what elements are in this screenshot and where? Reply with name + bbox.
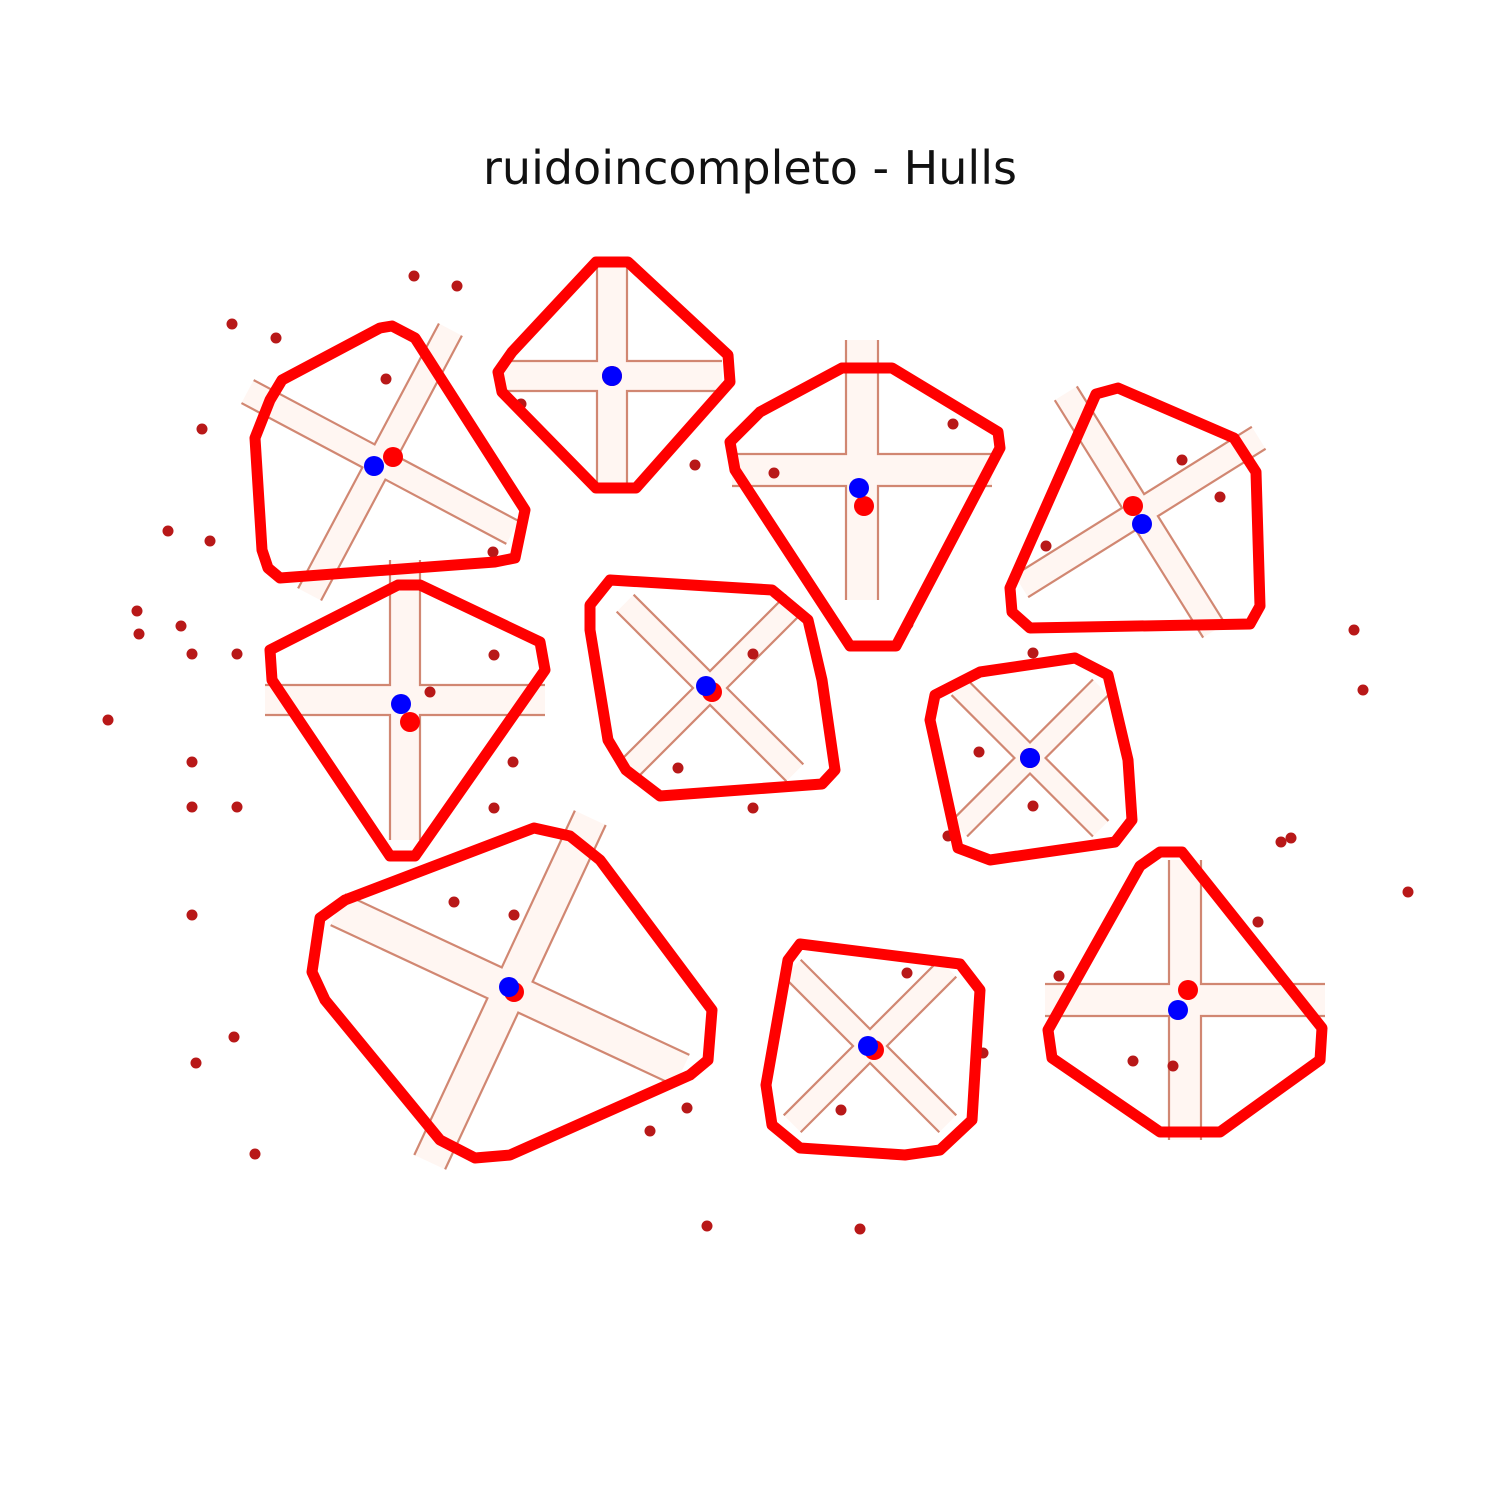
noise-point xyxy=(175,620,187,632)
noise-point xyxy=(1027,800,1039,812)
noise-point xyxy=(507,756,519,768)
noise-point xyxy=(1275,836,1287,848)
cross-shapes xyxy=(240,266,1325,1170)
noise-point xyxy=(102,714,114,726)
cross-7-hull xyxy=(924,652,1138,866)
noise-point xyxy=(186,801,198,813)
noise-point xyxy=(681,1102,693,1114)
noise-point xyxy=(901,967,913,979)
cross-3-centroid-blue xyxy=(849,478,869,498)
cross-4-centroid-red xyxy=(1123,496,1143,516)
noise-point xyxy=(196,423,208,435)
cross-1-hull xyxy=(249,320,531,584)
noise-point xyxy=(1027,647,1039,659)
noise-point xyxy=(854,1223,866,1235)
noise-point xyxy=(231,801,243,813)
cross-10-hull xyxy=(1042,846,1328,1138)
centroids xyxy=(364,366,1198,1060)
cross-9-centroid-blue xyxy=(858,1036,878,1056)
noise-point xyxy=(488,649,500,661)
noise-point xyxy=(947,418,959,430)
cross-10-centroid-blue xyxy=(1168,1000,1188,1020)
noise-point xyxy=(162,525,174,537)
noise-point xyxy=(1252,916,1264,928)
noise-point xyxy=(747,802,759,814)
noise-point xyxy=(190,1057,202,1069)
cross-7-centroid-blue xyxy=(1020,748,1040,768)
noise-point xyxy=(1127,1055,1139,1067)
cross-6-hull xyxy=(584,574,841,802)
noise-point xyxy=(1285,832,1297,844)
cross-2-hull xyxy=(492,256,736,494)
noise-point xyxy=(487,546,499,558)
cross-1-centroid-red xyxy=(383,447,403,467)
noise-point xyxy=(689,459,701,471)
convex-hulls xyxy=(249,256,1328,1164)
noise-point xyxy=(835,1104,847,1116)
noise-point xyxy=(186,909,198,921)
cross-1-centroid-blue xyxy=(364,456,384,476)
noise-point xyxy=(1357,684,1369,696)
cross-2-centroid-blue xyxy=(602,366,622,386)
noise-point xyxy=(1040,540,1052,552)
noise-point xyxy=(508,909,520,921)
noise-point xyxy=(408,270,420,282)
noise-point xyxy=(644,1125,656,1137)
figure-title: ruidoincompleto - Hulls xyxy=(483,141,1017,195)
cross-4-centroid-blue xyxy=(1132,514,1152,534)
noise-point xyxy=(131,605,143,617)
noise-point xyxy=(249,1148,261,1160)
noise-point xyxy=(204,535,216,547)
noise-point xyxy=(488,802,500,814)
noise-point xyxy=(133,628,145,640)
noise-point xyxy=(701,1220,713,1232)
noise-point xyxy=(424,686,436,698)
noise-point xyxy=(380,373,392,385)
cross-10-centroid-red xyxy=(1178,980,1198,1000)
noise-point xyxy=(1348,624,1360,636)
noise-point xyxy=(186,756,198,768)
noise-point xyxy=(448,896,460,908)
noise-point xyxy=(1214,491,1226,503)
noise-point xyxy=(1167,1060,1179,1072)
noise-point xyxy=(231,648,243,660)
noise-point xyxy=(973,746,985,758)
noise-point xyxy=(1176,454,1188,466)
cross-5-centroid-blue xyxy=(391,694,411,714)
cross-8-centroid-blue xyxy=(499,977,519,997)
cross-8-hull xyxy=(306,822,718,1164)
cross-10-shape xyxy=(1045,860,1325,1140)
cross-4-hull xyxy=(1004,382,1266,634)
noise-point xyxy=(451,280,463,292)
noise-point xyxy=(186,648,198,660)
noise-point xyxy=(228,1031,240,1043)
noise-point xyxy=(672,762,684,774)
cross-5-centroid-red xyxy=(400,712,420,732)
noise-points xyxy=(102,270,1414,1235)
noise-point xyxy=(747,648,759,660)
noise-point xyxy=(768,467,780,479)
cross-9-hull xyxy=(760,938,986,1161)
noise-point xyxy=(1053,970,1065,982)
cross-3-centroid-red xyxy=(854,496,874,516)
cross-6-centroid-blue xyxy=(696,676,716,696)
cross-3-hull xyxy=(724,362,1006,652)
noise-point xyxy=(1402,886,1414,898)
noise-point xyxy=(270,332,282,344)
noise-point xyxy=(226,318,238,330)
cross-5-hull xyxy=(264,579,551,862)
